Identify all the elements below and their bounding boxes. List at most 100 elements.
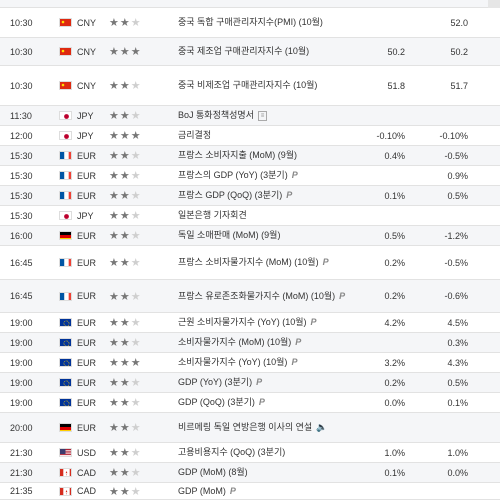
event-time: 10:30 bbox=[10, 17, 33, 28]
jp-flag-icon bbox=[59, 206, 72, 225]
event-name-text[interactable]: 프랑스 유로존조화물가지수 (MoM) (10월) bbox=[178, 290, 336, 301]
event-name[interactable]: 프랑스 소비자물가지수 (MoM) (10월) P bbox=[178, 246, 388, 279]
previous-value: 4.3% bbox=[447, 357, 468, 368]
event-time: 21:35 bbox=[10, 486, 33, 496]
event-row[interactable]: 10:30 CNY ★ ★ ★ 중국 제조업 구매관리자지수 (10월) 50.2 50.2 bbox=[0, 38, 500, 66]
eu-flag-icon bbox=[59, 353, 72, 372]
event-name[interactable]: 프랑스의 GDP (YoY) (3분기) P bbox=[178, 166, 388, 185]
event-name-text[interactable]: 소비자물가지수 (YoY) (10월) bbox=[178, 357, 288, 367]
event-row[interactable]: 19:00 EUR ★ ★ ★ GDP (YoY) (3분기) P 0.2% 0.5% bbox=[0, 373, 500, 393]
star-icon: ★ bbox=[119, 485, 131, 498]
event-row[interactable]: 21:35 CAD ★ ★ ★ GDP (MoM) P bbox=[0, 483, 500, 500]
forecast-value bbox=[368, 106, 405, 125]
event-row[interactable]: 15:30 EUR ★ ★ ★ 프랑스 GDP (QoQ) (3분기) P 0.1% 0.5% bbox=[0, 186, 500, 206]
event-name-text[interactable]: 프랑스의 GDP (YoY) (3분기) bbox=[178, 170, 288, 180]
event-row[interactable]: 16:45 EUR ★ ★ ★ 프랑스 유로존조화물가지수 (MoM) (10월) P 0.2… bbox=[0, 280, 500, 313]
event-row[interactable]: 10:30 CNY ★ ★ ★ 중국 독합 구매관리자지수(PMI) (10월) 52.0 bbox=[0, 8, 500, 38]
event-row[interactable]: 10:30 CNY ★ ★ ★ 중국 비제조업 구매관리자지수 (10월) 51.8 51.7 bbox=[0, 66, 500, 106]
currency-code: EUR bbox=[77, 291, 97, 301]
event-name[interactable]: GDP (YoY) (3분기) P bbox=[178, 373, 388, 392]
event-name-text[interactable]: 프랑스 소비자지출 (MoM) (9월) bbox=[178, 150, 298, 160]
scrollbar[interactable] bbox=[488, 0, 500, 8]
forecast-value bbox=[368, 166, 405, 185]
event-name-text[interactable]: 독일 소매판매 (MoM) (9월) bbox=[178, 230, 281, 240]
event-row[interactable]: 19:00 EUR ★ ★ ★ GDP (QoQ) (3분기) P 0.0% 0.1% bbox=[0, 393, 500, 413]
event-name[interactable]: 프랑스 유로존조화물가지수 (MoM) (10월) P bbox=[178, 280, 388, 312]
event-row[interactable]: 12:00 JPY ★ ★ ★ 금리결정 -0.10% -0.10% bbox=[0, 126, 500, 146]
ca-flag-icon bbox=[59, 483, 72, 499]
preliminary-icon: P bbox=[339, 290, 346, 301]
event-row[interactable]: 21:30 USD ★ ★ ★ 고용비용지수 (QoQ) (3분기) 1.0% 1.0% bbox=[0, 443, 500, 463]
event-name[interactable]: 소비자물가지수 (YoY) (10월) P bbox=[178, 353, 388, 372]
event-name[interactable]: BoJ 통화정책성명서 ≡ bbox=[178, 106, 388, 125]
event-name[interactable]: GDP (MoM) (8월) bbox=[178, 463, 388, 482]
event-time: 10:30 bbox=[10, 80, 33, 91]
event-time: 16:45 bbox=[10, 257, 33, 268]
eu-flag-icon bbox=[59, 373, 72, 392]
event-time: 15:30 bbox=[10, 170, 33, 181]
event-row[interactable]: 19:00 EUR ★ ★ ★ 소비자물가지수 (YoY) (10월) P 3.2% 4.3% bbox=[0, 353, 500, 373]
event-name[interactable]: GDP (QoQ) (3분기) P bbox=[178, 393, 388, 412]
event-row[interactable]: 15:30 JPY ★ ★ ★ 일본은행 기자회견 bbox=[0, 206, 500, 226]
previous-value bbox=[430, 106, 468, 125]
ca-flag-icon bbox=[59, 463, 72, 482]
event-name-text[interactable]: GDP (YoY) (3분기) bbox=[178, 377, 253, 387]
star-icon: ★ bbox=[109, 290, 120, 303]
event-name-text[interactable]: 비르메링 독일 연방은행 이사의 연설 bbox=[178, 422, 313, 432]
forecast-value: 0.2% bbox=[384, 257, 405, 268]
event-row[interactable]: 16:00 EUR ★ ★ ★ 독일 소매판매 (MoM) (9월) 0.5% -1.2% bbox=[0, 226, 500, 246]
importance-stars: ★ ★ ★ bbox=[109, 146, 164, 165]
fr-flag-icon bbox=[59, 146, 72, 165]
star-icon: ★ bbox=[109, 257, 120, 269]
event-row[interactable]: 15:30 EUR ★ ★ ★ 프랑스의 GDP (YoY) (3분기) P 0.9% bbox=[0, 166, 500, 186]
event-row[interactable]: 11:30 JPY ★ ★ ★ BoJ 통화정책성명서 ≡ bbox=[0, 106, 500, 126]
event-name[interactable]: 고용비용지수 (QoQ) (3분기) bbox=[178, 443, 388, 462]
event-name[interactable]: 일본은행 기자회견 bbox=[178, 206, 388, 225]
preliminary-icon: P bbox=[256, 377, 263, 387]
event-name[interactable]: 독일 소매판매 (MoM) (9월) bbox=[178, 226, 388, 245]
event-name[interactable]: GDP (MoM) P bbox=[178, 483, 388, 499]
event-name[interactable]: 중국 독합 구매관리자지수(PMI) (10월) bbox=[178, 8, 388, 37]
event-name-text[interactable]: GDP (MoM) (8월) bbox=[178, 467, 248, 477]
event-row[interactable]: 15:30 EUR ★ ★ ★ 프랑스 소비자지출 (MoM) (9월) 0.4% -0.5% bbox=[0, 146, 500, 166]
jp-flag-icon bbox=[59, 126, 72, 145]
event-row[interactable]: 19:00 EUR ★ ★ ★ 근원 소비자물가지수 (YoY) (10월) P 4.2% 4.… bbox=[0, 313, 500, 333]
forecast-value: 0.0% bbox=[384, 397, 405, 408]
event-name[interactable]: 비르메링 독일 연방은행 이사의 연설 🔈 bbox=[178, 413, 388, 442]
event-name-text[interactable]: 일본은행 기자회견 bbox=[178, 210, 247, 220]
eu-flag-icon bbox=[59, 333, 72, 352]
previous-value: -0.5% bbox=[444, 257, 468, 268]
previous-value: -0.5% bbox=[444, 150, 468, 161]
event-name[interactable]: 근원 소비자물가지수 (YoY) (10월) P bbox=[178, 313, 388, 332]
event-name-text[interactable]: GDP (MoM) bbox=[178, 485, 226, 496]
event-name[interactable]: 프랑스 GDP (QoQ) (3분기) P bbox=[178, 186, 388, 205]
event-row[interactable]: 20:00 EUR ★ ★ ★ 비르메링 독일 연방은행 이사의 연설 🔈 bbox=[0, 413, 500, 443]
event-name-text[interactable]: 프랑스 GDP (QoQ) (3분기) bbox=[178, 190, 283, 200]
event-name-text[interactable]: 중국 독합 구매관리자지수(PMI) (10월) bbox=[178, 17, 323, 27]
de-flag-icon bbox=[59, 413, 72, 442]
currency-code: EUR bbox=[77, 317, 97, 328]
event-name-text[interactable]: 프랑스 소비자물가지수 (MoM) (10월) bbox=[178, 257, 319, 267]
event-row[interactable]: 21:30 CAD ★ ★ ★ GDP (MoM) (8월) 0.1% 0.0% bbox=[0, 463, 500, 483]
forecast-value bbox=[368, 413, 405, 442]
event-name-text[interactable]: 고용비용지수 (QoQ) (3분기) bbox=[178, 447, 286, 457]
event-name-text[interactable]: 금리결정 bbox=[178, 130, 212, 140]
event-name[interactable]: 금리결정 bbox=[178, 126, 388, 145]
event-name-text[interactable]: 소비자물가지수 (MoM) (10월) bbox=[178, 337, 292, 347]
event-row[interactable]: 19:00 EUR ★ ★ ★ 소비자물가지수 (MoM) (10월) P 0.3% bbox=[0, 333, 500, 353]
event-name[interactable]: 중국 제조업 구매관리자지수 (10월) bbox=[178, 38, 388, 65]
event-name[interactable]: 중국 비제조업 구매관리자지수 (10월) bbox=[178, 66, 388, 105]
event-row[interactable]: 16:45 EUR ★ ★ ★ 프랑스 소비자물가지수 (MoM) (10월) P 0.2% -… bbox=[0, 246, 500, 280]
star-icon: ★ bbox=[119, 377, 131, 389]
event-name[interactable]: 프랑스 소비자지출 (MoM) (9월) bbox=[178, 146, 388, 165]
currency-code: JPY bbox=[77, 130, 94, 141]
star-icon: ★ bbox=[109, 170, 120, 182]
event-time: 15:30 bbox=[10, 150, 33, 161]
event-name-text[interactable]: 중국 제조업 구매관리자지수 (10월) bbox=[178, 46, 310, 56]
event-name[interactable]: 소비자물가지수 (MoM) (10월) P bbox=[178, 333, 388, 352]
preliminary-icon: P bbox=[286, 190, 293, 200]
event-name-text[interactable]: GDP (QoQ) (3분기) bbox=[178, 397, 255, 407]
event-name-text[interactable]: 근원 소비자물가지수 (YoY) (10월) bbox=[178, 317, 307, 327]
event-name-text[interactable]: 중국 비제조업 구매관리자지수 (10월) bbox=[178, 80, 318, 90]
event-name-text[interactable]: BoJ 통화정책성명서 bbox=[178, 110, 254, 120]
